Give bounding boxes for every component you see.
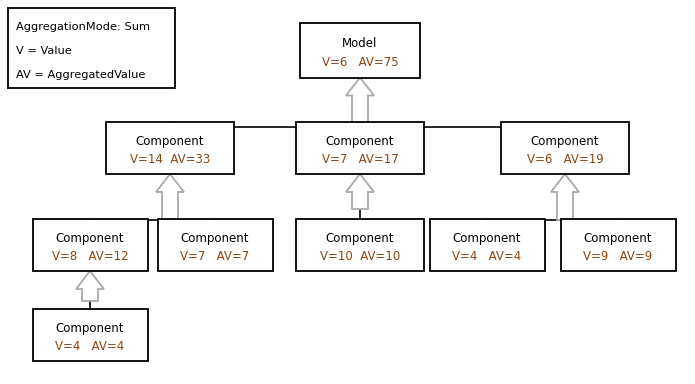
Text: V=4   AV=4: V=4 AV=4 (452, 250, 522, 263)
Text: Component: Component (56, 322, 124, 335)
Text: Component: Component (326, 135, 394, 148)
Text: V = Value: V = Value (16, 46, 72, 56)
Polygon shape (346, 174, 374, 209)
Bar (33, 309, 147, 361)
Text: Component: Component (531, 135, 599, 148)
Text: V=14  AV=33: V=14 AV=33 (130, 153, 210, 166)
Text: V=8   AV=12: V=8 AV=12 (51, 250, 129, 263)
Text: AV = AggregatedValue: AV = AggregatedValue (16, 70, 145, 80)
Text: Component: Component (136, 135, 204, 148)
Polygon shape (346, 78, 374, 127)
Polygon shape (551, 174, 579, 220)
Bar (430, 219, 544, 271)
Text: V=4   AV=4: V=4 AV=4 (56, 340, 124, 353)
Text: Component: Component (584, 232, 652, 245)
Text: AggregationMode: Sum: AggregationMode: Sum (16, 22, 150, 32)
Text: V=7   AV=7: V=7 AV=7 (181, 250, 250, 263)
Bar (300, 23, 420, 78)
Bar (560, 219, 676, 271)
Bar (33, 219, 147, 271)
Bar (8, 8, 175, 88)
Text: Component: Component (181, 232, 250, 245)
Text: V=7   AV=17: V=7 AV=17 (322, 153, 398, 166)
Polygon shape (76, 271, 104, 301)
Text: Model: Model (343, 37, 377, 50)
Text: V=6   AV=19: V=6 AV=19 (527, 153, 603, 166)
Text: Component: Component (326, 232, 394, 245)
Text: Component: Component (452, 232, 521, 245)
Bar (106, 122, 234, 174)
Bar (296, 219, 424, 271)
Text: V=6   AV=75: V=6 AV=75 (322, 56, 398, 69)
Text: V=9   AV=9: V=9 AV=9 (583, 250, 653, 263)
Text: Component: Component (56, 232, 124, 245)
Bar (501, 122, 629, 174)
Bar (158, 219, 272, 271)
Bar (296, 122, 424, 174)
Text: V=10  AV=10: V=10 AV=10 (320, 250, 400, 263)
Polygon shape (156, 174, 184, 220)
